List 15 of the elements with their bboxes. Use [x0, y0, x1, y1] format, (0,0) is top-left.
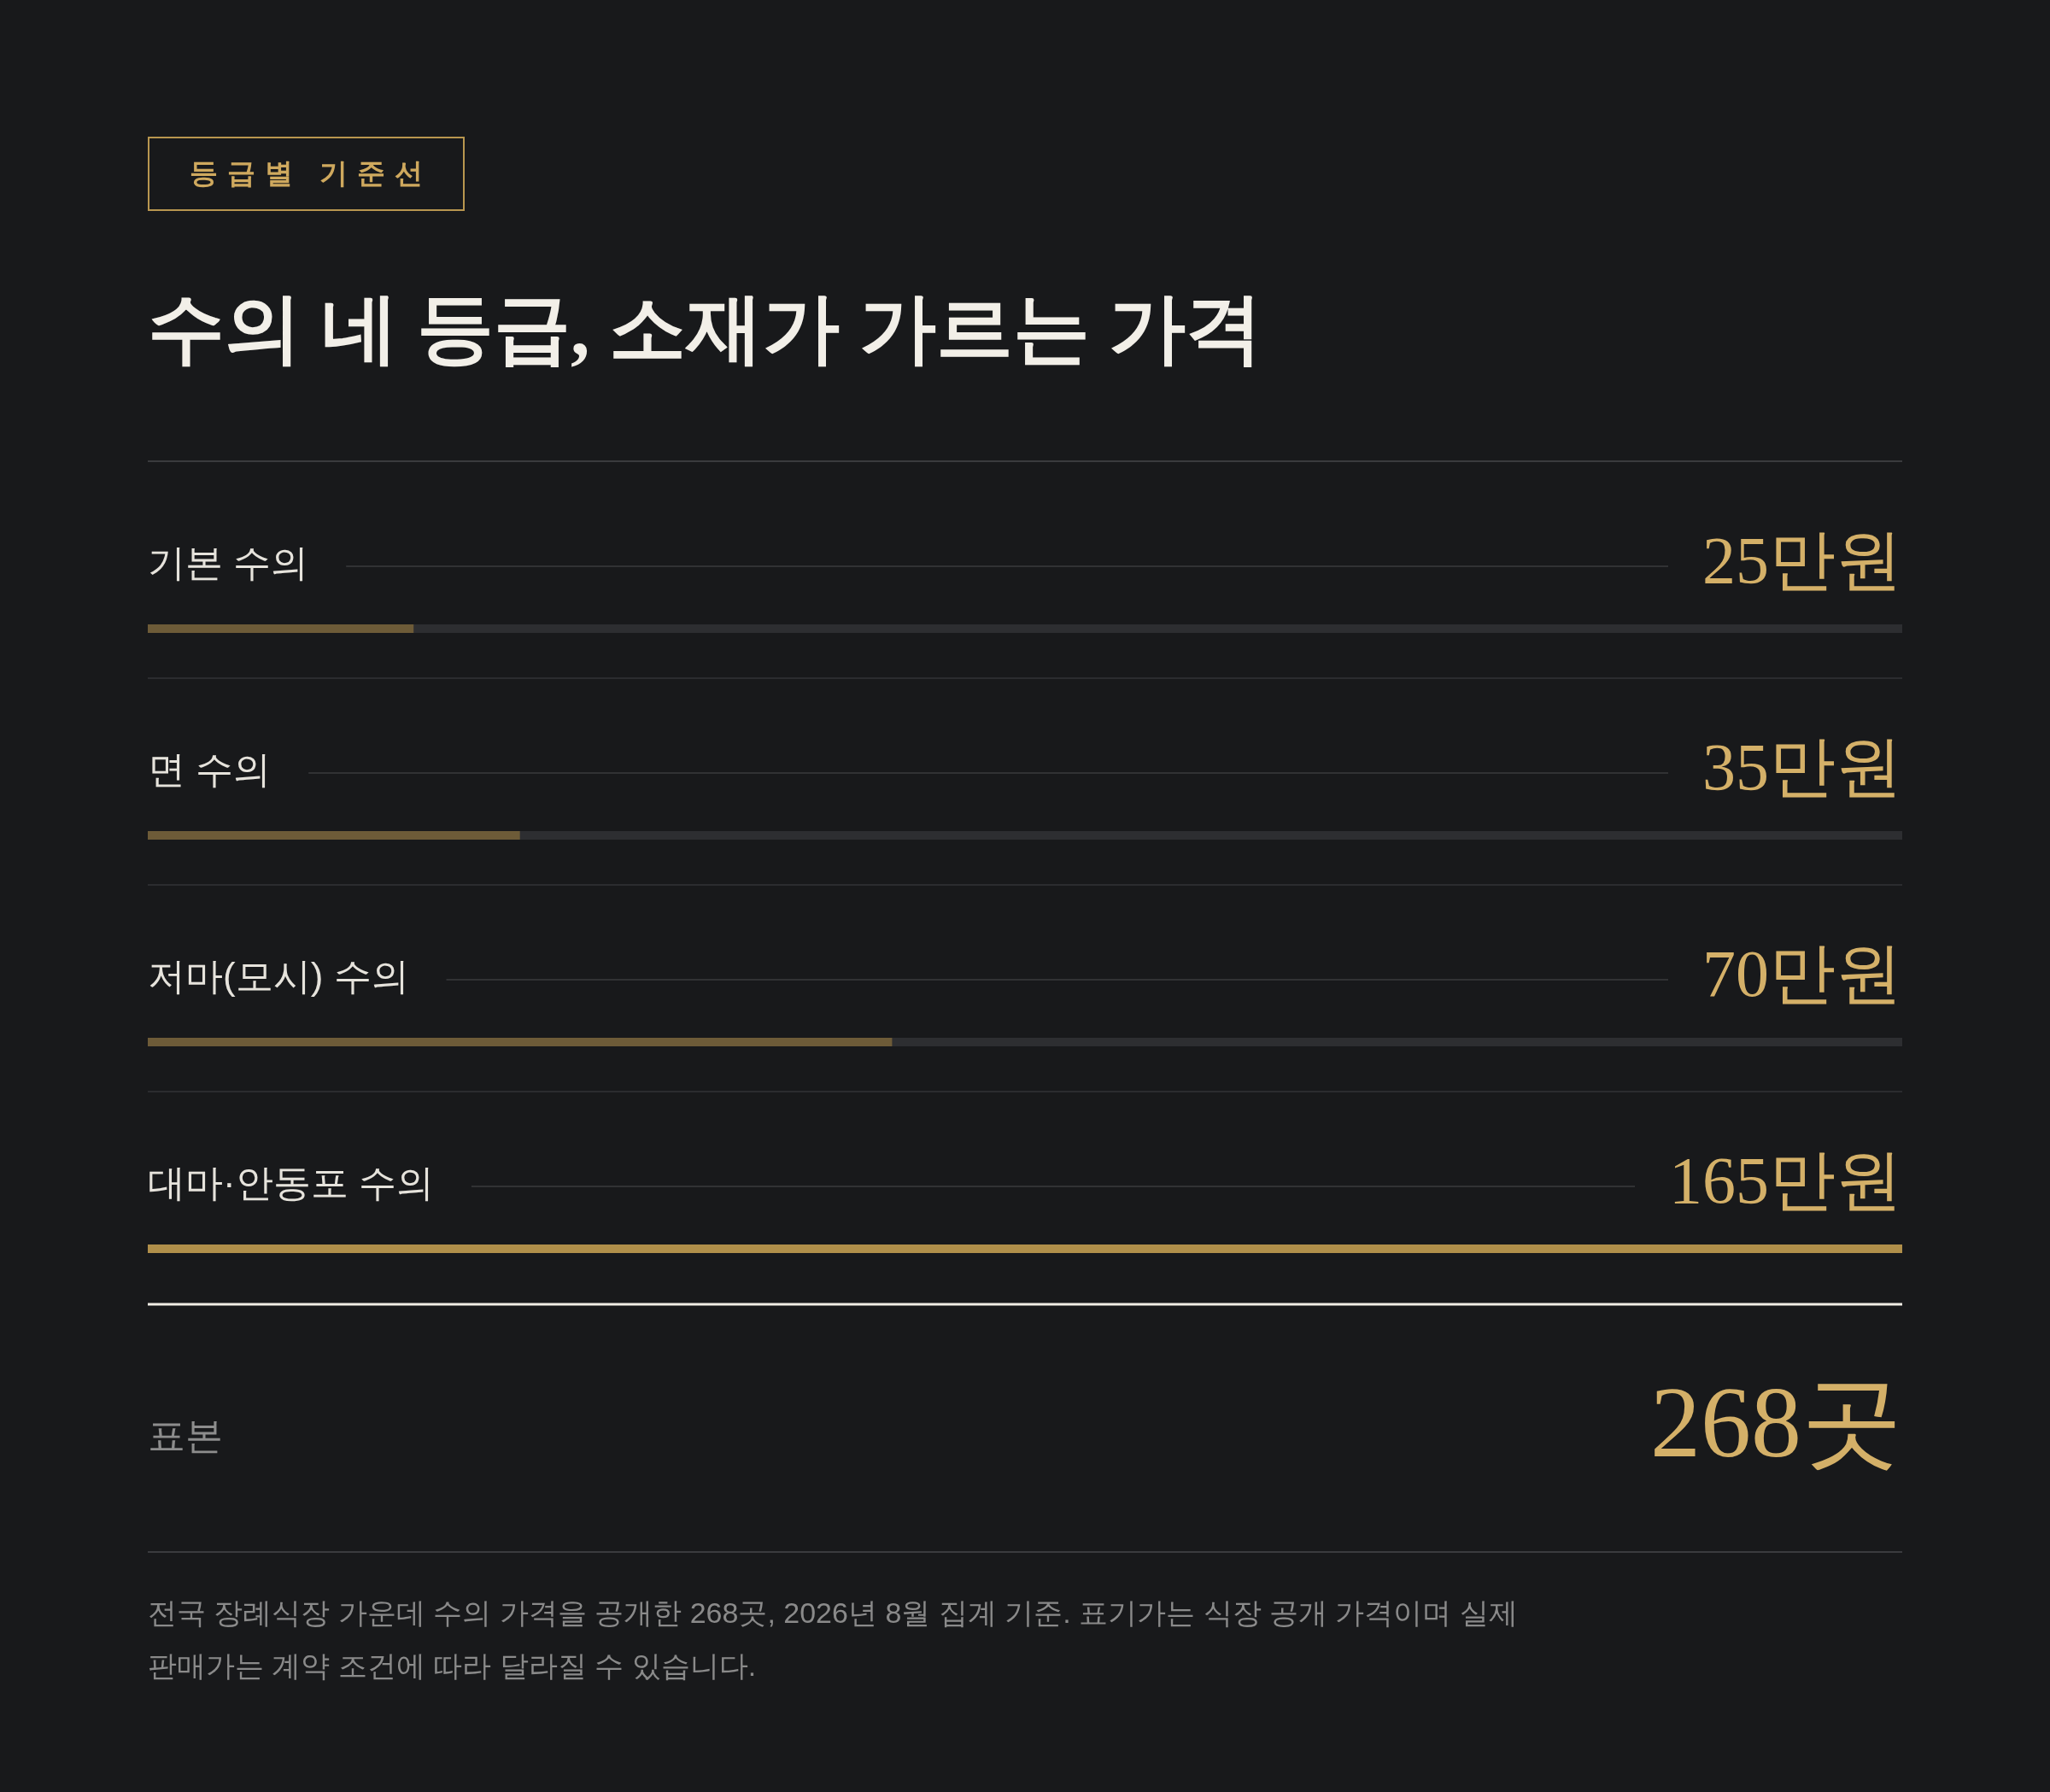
data-label: 25만원	[1702, 523, 1902, 597]
text: 268곳	[1650, 1367, 1902, 1479]
y-tick-label: 대마·안동포 수의	[148, 1162, 434, 1203]
text: 등급별 기준선	[148, 137, 466, 211]
data-label: 35만원	[1702, 729, 1902, 804]
bar	[148, 624, 414, 633]
y-tick-label: 저마(모시) 수의	[148, 955, 409, 997]
y-tick-label: 면 수의	[148, 748, 272, 790]
text: 전국 장례식장 가운데 수의 가격을 공개한 268곳, 2026년 8월 집계 기준. 표기가는 식장 공개 가격이며 실제 판매가는 계약 조건에 따라 달라질 수 있습니다.	[148, 1596, 1518, 1682]
text: 표본	[148, 1414, 223, 1456]
bar	[148, 831, 520, 840]
data-label: 165만원	[1669, 1143, 1902, 1217]
chart-title: 수의 네 등급, 소재가 가르는 가격	[148, 286, 1262, 371]
data-label: 70만원	[1702, 936, 1902, 1010]
y-tick-label: 기본 수의	[148, 542, 309, 583]
